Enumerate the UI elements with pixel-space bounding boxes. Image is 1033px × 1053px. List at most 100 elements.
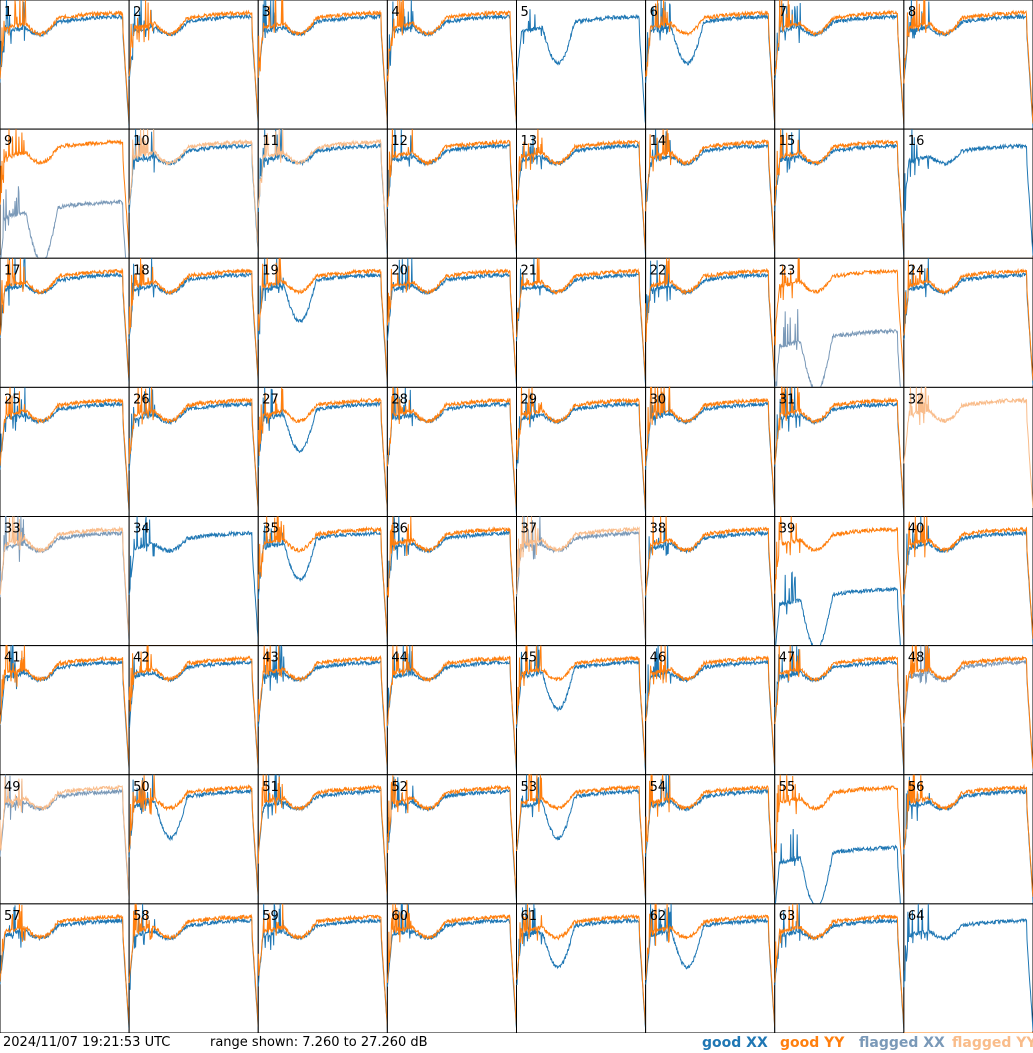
series-yy bbox=[386, 775, 517, 899]
series-xx bbox=[774, 828, 904, 905]
panel-frame bbox=[774, 774, 905, 905]
series-xx bbox=[257, 387, 388, 513]
series-xx bbox=[774, 387, 905, 513]
series-yy bbox=[774, 903, 905, 1028]
panel-label: 14 bbox=[650, 134, 667, 149]
series-xx bbox=[0, 0, 130, 129]
panel-37: 37 bbox=[516, 516, 647, 647]
series-xx bbox=[774, 0, 905, 125]
panel-label: 20 bbox=[391, 263, 408, 278]
panel-24: 24 bbox=[903, 257, 1033, 388]
panel-label: 51 bbox=[262, 780, 279, 795]
panel-label: 28 bbox=[391, 392, 408, 407]
panel-31: 31 bbox=[774, 385, 905, 517]
panel-label: 35 bbox=[262, 522, 279, 537]
panel-label: 48 bbox=[908, 651, 925, 666]
panel-label: 49 bbox=[4, 780, 21, 795]
series-yy bbox=[386, 903, 517, 1026]
panel-29: 29 bbox=[516, 386, 647, 517]
series-xx bbox=[257, 525, 388, 643]
panel-label: 34 bbox=[133, 522, 150, 537]
series-xx bbox=[516, 516, 647, 642]
series-yy bbox=[0, 0, 130, 125]
series-yy bbox=[903, 645, 1033, 769]
panel-label: 2 bbox=[133, 5, 141, 20]
panel-50: 50 bbox=[128, 774, 259, 905]
panel-label: 54 bbox=[650, 780, 667, 795]
series-yy bbox=[774, 129, 905, 253]
panel-frame bbox=[645, 516, 776, 647]
series-xx bbox=[645, 129, 776, 255]
series-yy bbox=[774, 385, 905, 512]
series-yy bbox=[516, 387, 647, 511]
series-xx bbox=[645, 0, 776, 126]
panel-label: 16 bbox=[908, 134, 925, 149]
series-yy bbox=[516, 258, 647, 380]
panel-30: 30 bbox=[645, 385, 776, 517]
panel-62: 62 bbox=[645, 903, 776, 1033]
panel-36: 36 bbox=[386, 516, 517, 647]
series-xx bbox=[386, 129, 517, 255]
panel-23: 23 bbox=[774, 257, 905, 389]
series-yy bbox=[903, 774, 1033, 898]
panel-13: 13 bbox=[516, 128, 647, 259]
series-yy bbox=[257, 774, 388, 897]
series-yy bbox=[0, 129, 130, 254]
series-xx bbox=[386, 387, 517, 516]
panel-41: 41 bbox=[0, 645, 130, 776]
panel-7: 7 bbox=[774, 0, 905, 130]
series-yy bbox=[903, 260, 1033, 381]
panel-label: 21 bbox=[521, 263, 538, 278]
series-xx bbox=[903, 903, 1033, 1031]
panel-label: 44 bbox=[391, 651, 408, 666]
panel-1: 1 bbox=[0, 0, 130, 130]
footer: 2024/11/07 19:21:53 UTC range shown: 7.2… bbox=[0, 1033, 1033, 1053]
series-yy bbox=[128, 0, 259, 123]
legend-flagged-yy: flagged YY bbox=[952, 1035, 1033, 1051]
panel-label: 40 bbox=[908, 522, 925, 537]
series-yy bbox=[645, 129, 776, 253]
series-yy bbox=[516, 129, 647, 252]
panel-47: 47 bbox=[774, 645, 905, 776]
series-yy bbox=[257, 129, 388, 252]
panel-34: 34 bbox=[128, 516, 259, 647]
series-xx bbox=[386, 516, 517, 644]
panel-53: 53 bbox=[516, 774, 647, 905]
series-xx bbox=[645, 387, 776, 514]
series-xx bbox=[386, 0, 517, 126]
panel-6: 6 bbox=[645, 0, 776, 130]
series-xx bbox=[645, 645, 776, 774]
series-yy bbox=[903, 516, 1033, 639]
series-xx bbox=[0, 516, 130, 643]
panel-4: 4 bbox=[386, 0, 517, 130]
panel-label: 23 bbox=[779, 263, 796, 278]
panel-frame bbox=[257, 0, 388, 130]
panel-label: 45 bbox=[521, 651, 538, 666]
series-yy bbox=[128, 774, 259, 896]
series-xx bbox=[257, 0, 388, 125]
series-xx bbox=[516, 645, 647, 774]
panel-label: 62 bbox=[650, 909, 667, 924]
series-yy bbox=[128, 645, 259, 769]
panel-label: 9 bbox=[4, 134, 12, 149]
panel-label: 46 bbox=[650, 651, 667, 666]
panel-8: 8 bbox=[903, 0, 1033, 130]
series-xx bbox=[128, 387, 259, 513]
panel-label: 55 bbox=[779, 780, 796, 795]
series-xx bbox=[128, 903, 259, 1031]
panel-49: 49 bbox=[0, 774, 130, 905]
series-yy bbox=[257, 258, 388, 383]
panel-label: 1 bbox=[4, 5, 12, 20]
series-yy bbox=[128, 258, 259, 380]
panel-14: 14 bbox=[645, 128, 776, 259]
series-yy bbox=[257, 516, 388, 640]
panel-label: 11 bbox=[262, 134, 279, 149]
panel-label: 24 bbox=[908, 263, 925, 278]
series-yy bbox=[774, 258, 905, 382]
panel-label: 37 bbox=[521, 522, 538, 537]
panel-40: 40 bbox=[903, 516, 1033, 647]
series-xx bbox=[516, 392, 647, 514]
panel-52: 52 bbox=[386, 774, 517, 905]
panel-15: 15 bbox=[774, 128, 905, 259]
panel-26: 26 bbox=[128, 386, 259, 517]
